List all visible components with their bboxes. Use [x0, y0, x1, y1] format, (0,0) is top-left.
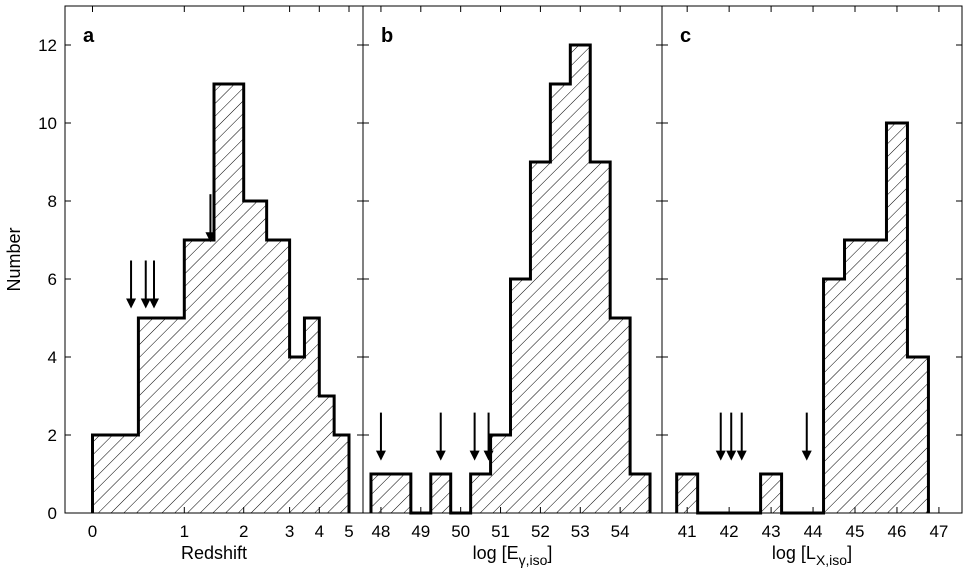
upper-limit-arrowhead — [469, 450, 480, 461]
histogram-bar — [907, 357, 929, 513]
panel-c-y-ticks — [662, 44, 962, 514]
histogram-bar — [510, 279, 531, 513]
histogram-outline — [91, 82, 351, 513]
histogram-bar — [470, 474, 491, 513]
x-tick-label: 0 — [88, 522, 97, 541]
x-tick-label: 51 — [491, 522, 510, 541]
x-tick-label: 47 — [929, 522, 948, 541]
histogram-bar — [590, 162, 611, 513]
y-tick-label: 2 — [48, 426, 57, 445]
histogram-bar — [844, 240, 866, 513]
upper-limit-arrowhead — [149, 298, 160, 309]
panel-c-bars — [675, 121, 930, 515]
x-tick-label: 4 — [315, 522, 324, 541]
panel-a-bars — [91, 82, 351, 513]
x-tick-label: 53 — [571, 522, 590, 541]
upper-limit-arrowhead — [736, 450, 747, 461]
panel-b-x-axis-label-close: ] — [547, 543, 552, 563]
histogram-bar — [570, 45, 591, 513]
histogram-bar — [390, 474, 411, 513]
panel-a-y-ticks: 0 2 4 6 8 10 12 — [38, 36, 363, 523]
x-tick-label: 50 — [451, 522, 470, 541]
histogram-bar — [334, 435, 349, 513]
x-tick-label: 54 — [611, 522, 630, 541]
y-tick-label: 10 — [38, 114, 57, 133]
upper-limit-arrowhead — [715, 450, 726, 461]
panel-b-x-axis-label-sub: γ,iso — [519, 552, 548, 568]
panel-b-y-ticks — [363, 44, 662, 514]
panel-b-x-axis-label-main: log [E — [473, 543, 519, 563]
histogram-bar — [289, 357, 305, 513]
x-tick-label: 41 — [678, 522, 697, 541]
upper-limit-arrowhead — [435, 450, 446, 461]
upper-limit-arrowhead — [126, 298, 137, 309]
histogram-bar — [865, 240, 887, 513]
panel-b-letter: b — [381, 25, 393, 47]
y-tick-label: 6 — [48, 270, 57, 289]
histogram-bar — [370, 474, 391, 513]
panel-b-x-axis-label: log [Eγ,iso] — [473, 543, 553, 568]
histogram-bar — [823, 279, 845, 513]
histogram-bar — [184, 240, 214, 513]
x-tick-label: 46 — [888, 522, 907, 541]
histogram-bar — [530, 162, 551, 513]
upper-limit-arrowhead — [726, 450, 737, 461]
x-tick-label: 3 — [285, 522, 294, 541]
y-tick-label: 12 — [38, 36, 57, 55]
panel-b-x-ticks: 48 49 50 51 52 53 54 — [371, 6, 630, 541]
panel-c-x-axis-label-close: ] — [847, 543, 852, 563]
y-tick-label: 0 — [48, 504, 57, 523]
x-tick-label: 52 — [531, 522, 550, 541]
panel-a-x-axis-label: Redshift — [181, 543, 247, 563]
panel-c-lx: 41 42 43 44 45 46 47 c log [LX,iso] — [661, 5, 963, 568]
histogram-bar — [630, 474, 651, 513]
x-tick-label: 44 — [804, 522, 823, 541]
y-axis-label: Number — [4, 227, 24, 291]
panel-a-letter: a — [83, 25, 95, 47]
histogram-bar — [550, 84, 571, 513]
x-tick-label: 48 — [371, 522, 390, 541]
x-tick-label: 1 — [180, 522, 189, 541]
panel-c-arrows — [715, 412, 812, 461]
x-tick-label: 42 — [720, 522, 739, 541]
upper-limit-arrowhead — [140, 298, 151, 309]
x-tick-label: 5 — [344, 522, 353, 541]
histogram-bar — [92, 435, 139, 513]
y-tick-label: 8 — [48, 192, 57, 211]
upper-limit-arrowhead — [205, 232, 216, 243]
panel-b-bars — [369, 43, 652, 515]
upper-limit-arrowhead — [801, 450, 812, 461]
histogram-bar — [676, 474, 698, 513]
histogram-bar — [886, 123, 908, 513]
panel-c-x-ticks: 41 42 43 44 45 46 47 — [678, 6, 948, 541]
panel-b-egamma: 48 49 50 51 52 53 54 b log [Eγ,iso] — [362, 5, 663, 568]
panel-c-x-axis-label: log [LX,iso] — [772, 543, 852, 568]
histogram-bar — [610, 318, 631, 513]
histogram-bar — [304, 318, 320, 513]
y-tick-label: 4 — [48, 348, 57, 367]
histogram-outline — [369, 43, 652, 515]
histogram-bar — [319, 396, 335, 513]
histogram-bar — [266, 240, 290, 513]
histogram-bar — [490, 435, 511, 513]
panel-a-arrows — [126, 194, 216, 309]
panel-c-letter: c — [680, 25, 691, 47]
x-tick-label: 45 — [846, 522, 865, 541]
x-tick-label: 2 — [239, 522, 248, 541]
histogram-bar — [243, 201, 267, 513]
upper-limit-arrowhead — [375, 450, 386, 461]
histogram-bar — [430, 474, 451, 513]
panel-c-x-axis-label-main: log [L — [772, 543, 816, 563]
x-tick-label: 49 — [411, 522, 430, 541]
panel-c-x-axis-label-sub: X,iso — [816, 552, 847, 568]
histogram-outline — [675, 121, 930, 515]
histogram-bar — [760, 474, 782, 513]
upper-limit-arrowhead — [483, 450, 494, 461]
panel-b-arrows — [375, 412, 494, 461]
histogram-bar — [214, 84, 244, 513]
x-tick-label: 43 — [762, 522, 781, 541]
histogram-bar — [138, 318, 185, 513]
